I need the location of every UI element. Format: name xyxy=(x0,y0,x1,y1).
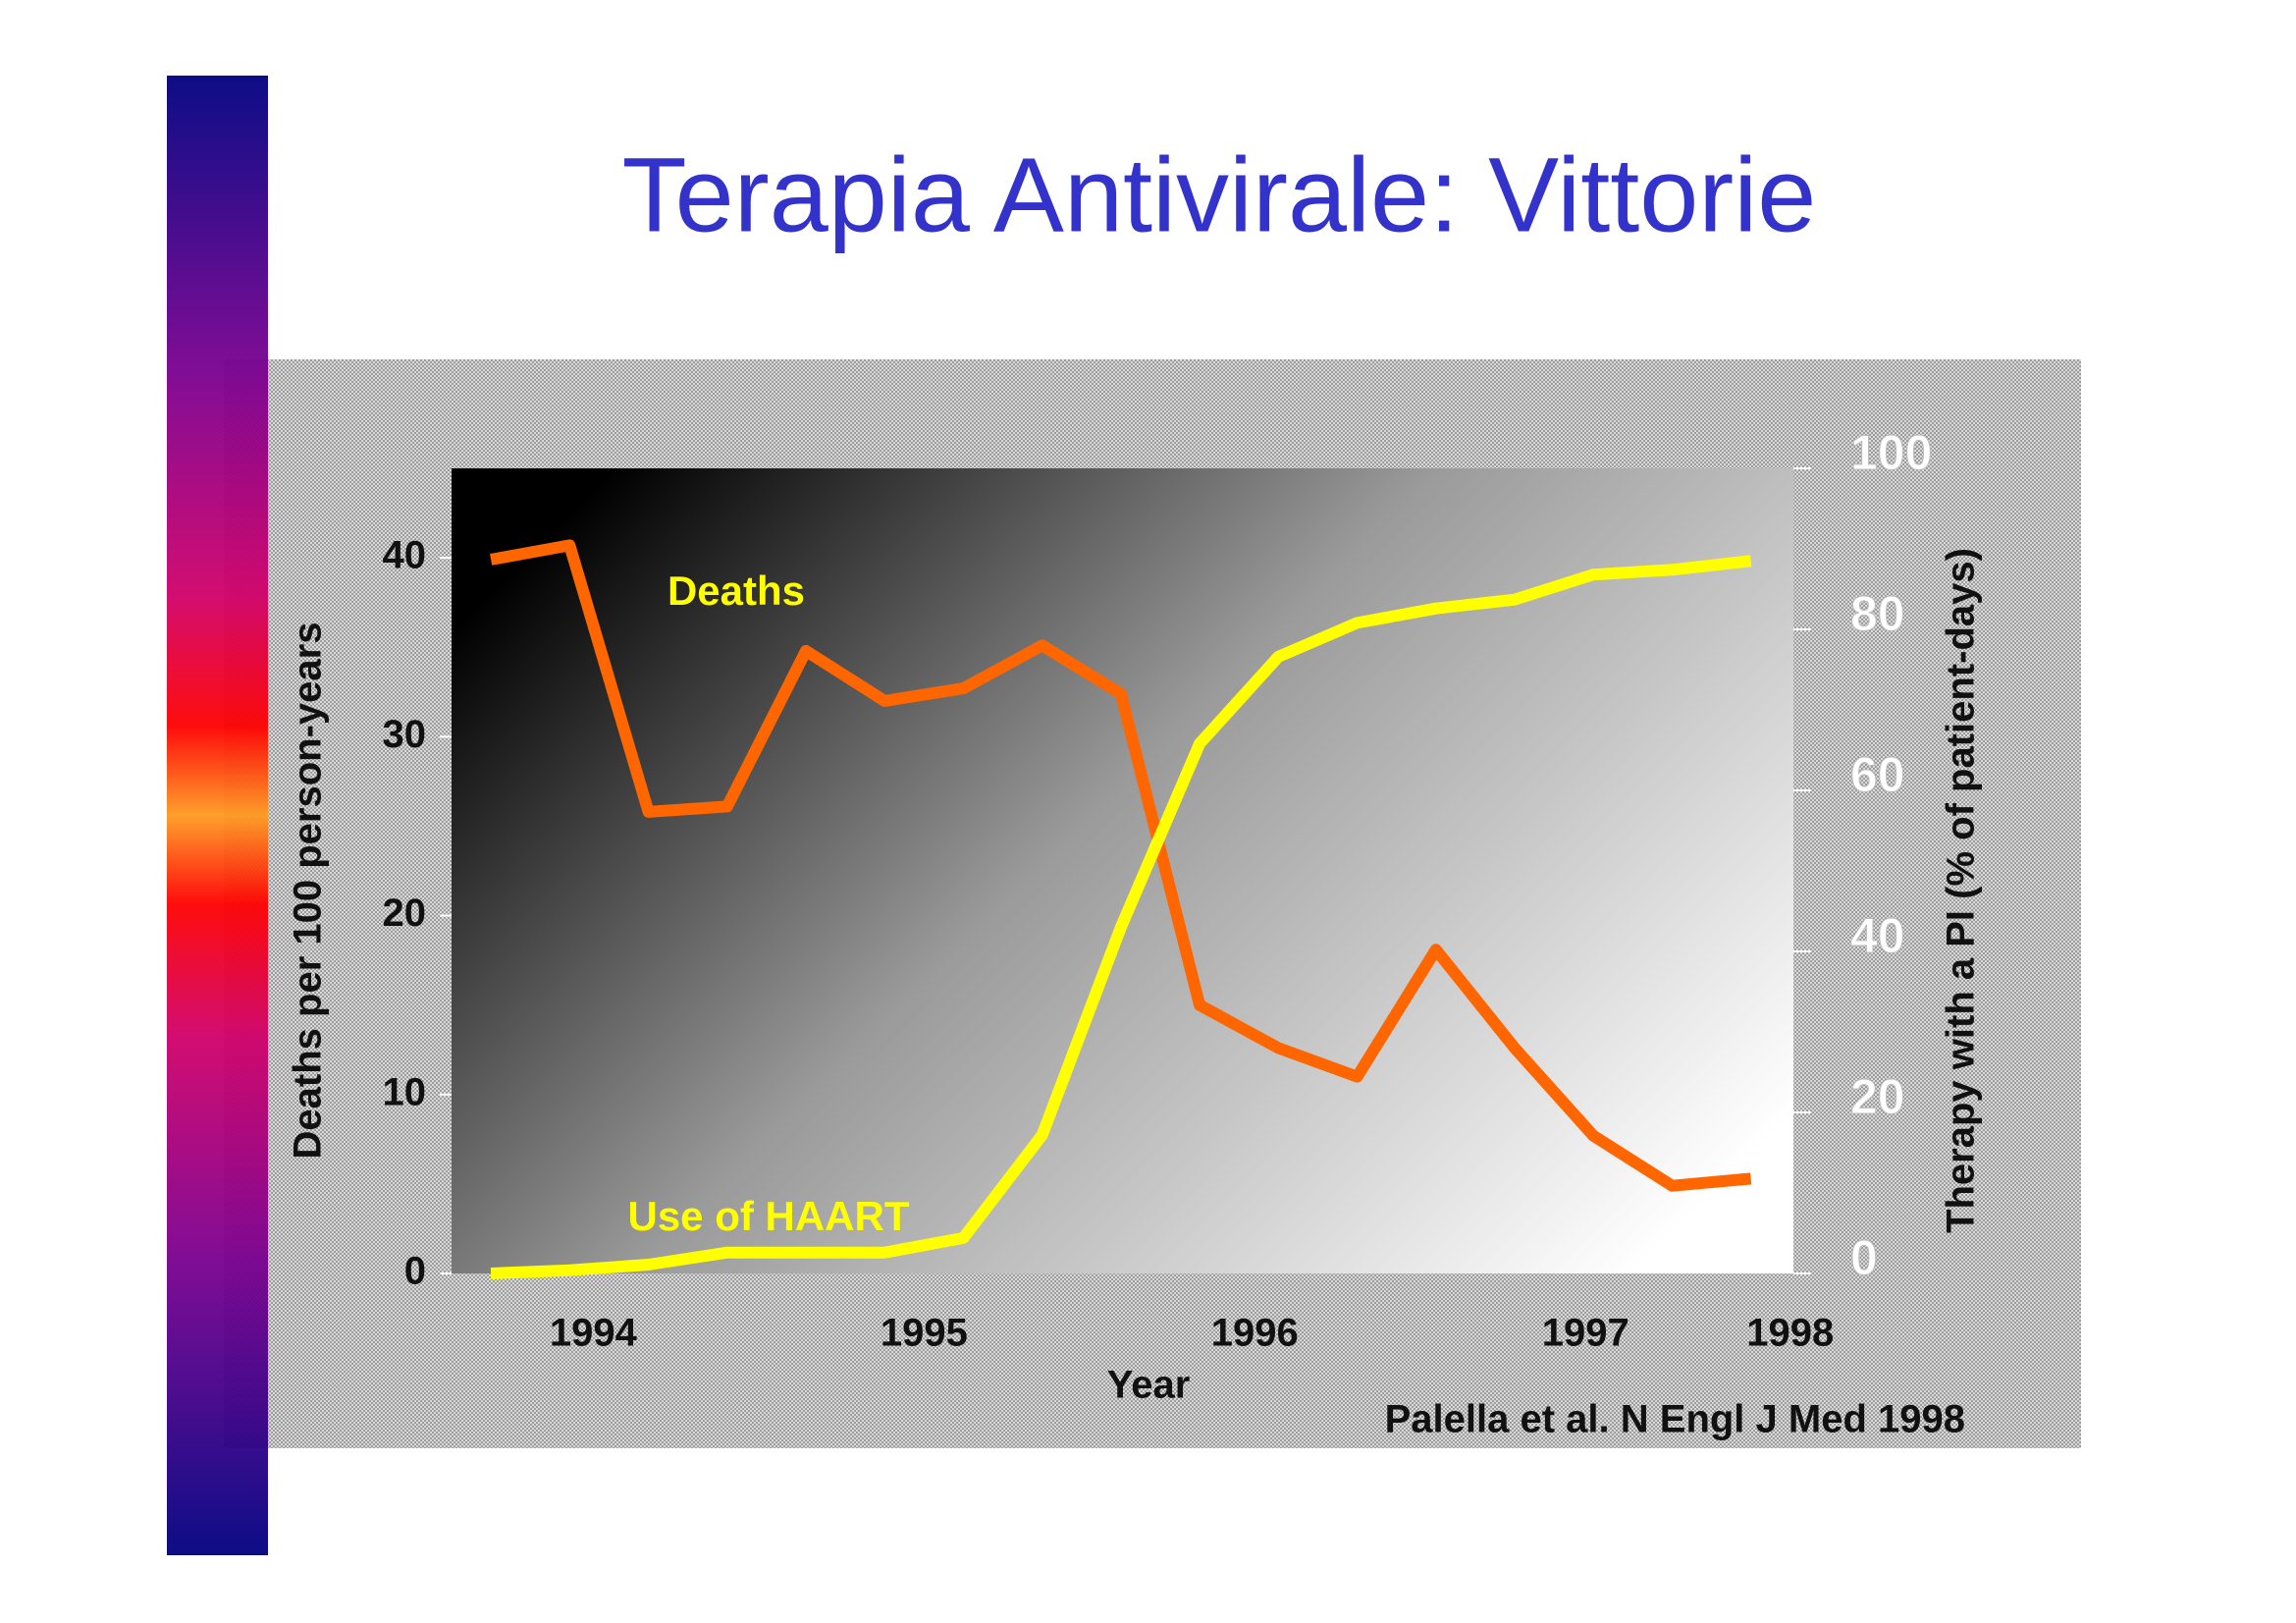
y2-tick-label: 40 xyxy=(1850,908,1905,963)
y2-tick-label: 80 xyxy=(1850,586,1905,641)
x-axis-label: Year xyxy=(1107,1364,1191,1407)
y-tick-label: 20 xyxy=(383,892,427,935)
plot-area xyxy=(452,468,1793,1273)
y-tick-label: 40 xyxy=(383,534,427,577)
y-tick-label: 0 xyxy=(404,1250,426,1293)
y2-tick-label: 100 xyxy=(1850,425,1932,480)
x-tick-label: 1995 xyxy=(881,1312,968,1355)
y2-tick-label: 20 xyxy=(1850,1069,1905,1124)
y-axis-label: Deaths per 100 person-years xyxy=(287,622,330,1160)
decor-bar xyxy=(167,76,268,1555)
series-line xyxy=(490,539,1752,1192)
slide-title: Terapia Antivirale: Vittorie xyxy=(622,135,1817,254)
y-tick-label: 30 xyxy=(383,713,427,756)
series-line xyxy=(490,555,1752,1279)
annotation: Use of HAART xyxy=(627,1193,909,1239)
source: Palella et al. N Engl J Med 1998 xyxy=(1385,1398,1965,1441)
x-tick-label: 1994 xyxy=(550,1312,638,1355)
x-tick-label: 1997 xyxy=(1542,1312,1629,1355)
y2-tick-label: 0 xyxy=(1850,1230,1878,1285)
y-tick-label: 10 xyxy=(383,1070,427,1113)
annotation: Deaths xyxy=(667,568,805,614)
x-tick-label: 1998 xyxy=(1746,1312,1834,1355)
y2-tick-label: 60 xyxy=(1850,747,1905,802)
y2-axis-label: Therapy with a PI (% of patient-days) xyxy=(1940,548,1983,1233)
x-tick-label: 1996 xyxy=(1211,1312,1299,1355)
